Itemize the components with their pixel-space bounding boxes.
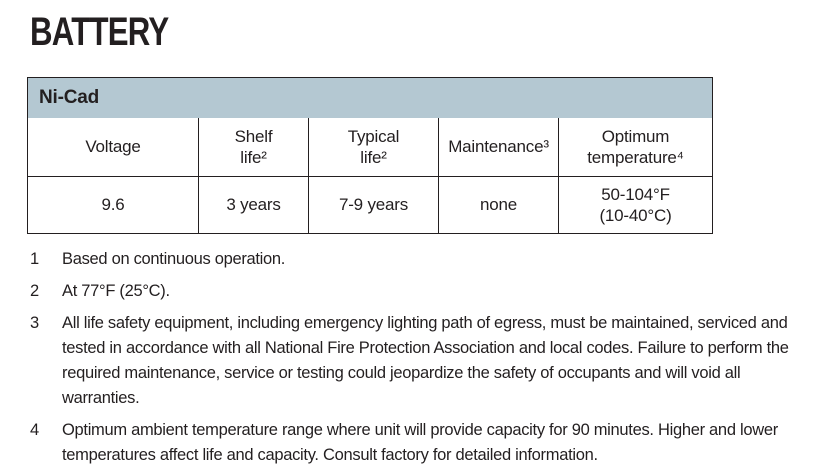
cell-optimum-temperature: 50-104°F (10-40°C) [558,176,713,234]
table-row: 9.6 3 years 7-9 years none 50-104°F (10-… [27,176,713,234]
footnotes-list: 1 Based on continuous operation. 2 At 77… [30,247,805,475]
column-header-maintenance: Maintenance³ [438,117,559,177]
cell-shelf-life: 3 years [198,176,309,234]
column-header-voltage: Voltage [27,117,199,177]
column-header-optimum-temperature: Optimum temperature⁴ [558,117,713,177]
footnote-text: All life safety equipment, including eme… [62,314,789,407]
footnote-marker: 4 [30,421,39,439]
battery-spec-table: Ni-Cad Voltage Shelf life² Typical life²… [27,77,713,234]
footnote-3: 3 All life safety equipment, including e… [30,311,805,411]
footnote-text: At 77°F (25°C). [62,282,170,300]
footnote-text: Optimum ambient temperature range where … [62,421,778,464]
page-title: BATTERY [30,10,169,54]
footnote-text: Based on continuous operation. [62,250,286,268]
table-section-band: Ni-Cad [27,77,713,118]
column-header-typical-life: Typical life² [308,117,439,177]
table-header-row: Voltage Shelf life² Typical life² Mainte… [27,117,713,177]
column-header-shelf-life: Shelf life² [198,117,309,177]
footnote-4: 4 Optimum ambient temperature range wher… [30,418,805,468]
footnote-2: 2 At 77°F (25°C). [30,279,805,304]
cell-voltage: 9.6 [27,176,199,234]
table-section-title: Ni-Cad [27,77,713,118]
footnote-marker: 2 [30,282,39,300]
cell-typical-life: 7-9 years [308,176,439,234]
footnote-marker: 3 [30,314,39,332]
footnote-marker: 1 [30,250,39,268]
footnote-1: 1 Based on continuous operation. [30,247,805,272]
cell-maintenance: none [438,176,559,234]
